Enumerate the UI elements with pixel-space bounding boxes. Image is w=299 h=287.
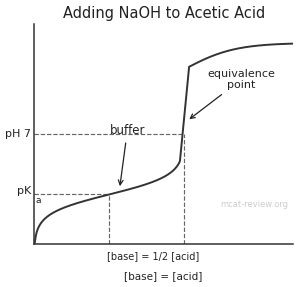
Text: pH 7: pH 7 xyxy=(5,129,31,139)
Text: [base] = [acid]: [base] = [acid] xyxy=(124,271,203,281)
Text: a: a xyxy=(35,196,41,205)
Text: equivalence
point: equivalence point xyxy=(190,69,275,119)
Text: pK: pK xyxy=(17,186,31,196)
Text: buffer: buffer xyxy=(109,125,145,185)
Text: mcat-review.org: mcat-review.org xyxy=(220,200,289,209)
Text: [base] = 1/2 [acid]: [base] = 1/2 [acid] xyxy=(106,251,199,261)
Title: Adding NaOH to Acetic Acid: Adding NaOH to Acetic Acid xyxy=(62,5,265,21)
